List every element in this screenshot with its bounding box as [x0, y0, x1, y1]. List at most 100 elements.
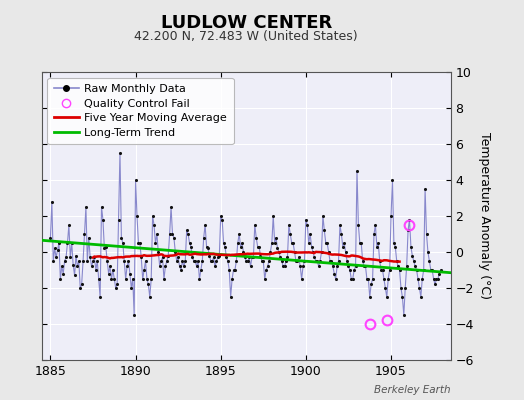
Point [310, 254, 319, 261]
Text: 42.200 N, 72.483 W (United States): 42.200 N, 72.483 W (United States) [135, 30, 358, 43]
Point [290, 249, 299, 255]
Point [103, 258, 112, 264]
Point [60, 258, 69, 264]
Point [316, 258, 324, 264]
Point [133, 213, 141, 219]
Point [88, 263, 96, 270]
Point [147, 276, 156, 282]
Point [289, 240, 297, 246]
Point [216, 213, 225, 219]
Point [324, 249, 333, 255]
Point [63, 240, 72, 246]
Point [340, 240, 348, 246]
Point [64, 222, 73, 228]
Point [164, 252, 172, 259]
Point [356, 240, 364, 246]
Point [383, 294, 391, 300]
Point [407, 243, 415, 250]
Point [370, 231, 378, 237]
Point [424, 249, 432, 255]
Point [420, 267, 428, 273]
Point [418, 276, 427, 282]
Point [434, 276, 442, 282]
Point [79, 258, 88, 264]
Point [205, 252, 214, 259]
Point [180, 263, 188, 270]
Point [154, 249, 162, 255]
Point [435, 270, 443, 277]
Point [354, 222, 363, 228]
Point [132, 177, 140, 183]
Point [254, 243, 262, 250]
Point [232, 258, 241, 264]
Point [371, 222, 379, 228]
Point [280, 263, 289, 270]
Point [82, 204, 90, 210]
Point [387, 213, 395, 219]
Point [412, 267, 421, 273]
Point [417, 294, 425, 300]
Point [200, 234, 208, 241]
Point [322, 240, 330, 246]
Point [238, 240, 246, 246]
Point [239, 249, 248, 255]
Point [272, 234, 280, 241]
Point [339, 243, 347, 250]
Point [166, 231, 174, 237]
Point [334, 258, 343, 264]
Point [279, 263, 287, 270]
Point [185, 240, 194, 246]
Point [128, 276, 137, 282]
Point [58, 263, 66, 270]
Point [176, 263, 184, 270]
Point [381, 285, 389, 291]
Point [214, 254, 222, 261]
Point [221, 243, 229, 250]
Point [276, 254, 285, 261]
Point [204, 245, 212, 252]
Point [352, 263, 360, 270]
Point [384, 276, 392, 282]
Point [397, 285, 405, 291]
Point [174, 254, 182, 261]
Point [283, 254, 292, 261]
Point [285, 222, 293, 228]
Point [156, 263, 164, 270]
Point [80, 231, 89, 237]
Point [250, 222, 259, 228]
Point [332, 276, 340, 282]
Point [244, 258, 252, 264]
Point [170, 234, 178, 241]
Point [93, 258, 102, 264]
Point [177, 267, 185, 273]
Point [314, 263, 323, 270]
Point [68, 240, 76, 246]
Point [76, 285, 84, 291]
Point [144, 281, 152, 288]
Point [74, 258, 83, 264]
Point [100, 245, 108, 252]
Point [162, 258, 171, 264]
Point [436, 267, 445, 273]
Point [313, 258, 321, 264]
Point [300, 258, 309, 264]
Point [343, 258, 351, 264]
Point [108, 267, 117, 273]
Point [143, 276, 151, 282]
Point [73, 263, 82, 270]
Point [150, 222, 158, 228]
Point [309, 249, 317, 255]
Point [134, 240, 143, 246]
Point [220, 240, 228, 246]
Point [188, 254, 196, 261]
Point [422, 231, 431, 237]
Point [245, 254, 253, 261]
Point [299, 263, 307, 270]
Point [171, 249, 180, 255]
Point [258, 258, 266, 264]
Point [210, 254, 218, 261]
Point [411, 263, 419, 270]
Point [160, 276, 168, 282]
Point [269, 213, 277, 219]
Point [152, 231, 161, 237]
